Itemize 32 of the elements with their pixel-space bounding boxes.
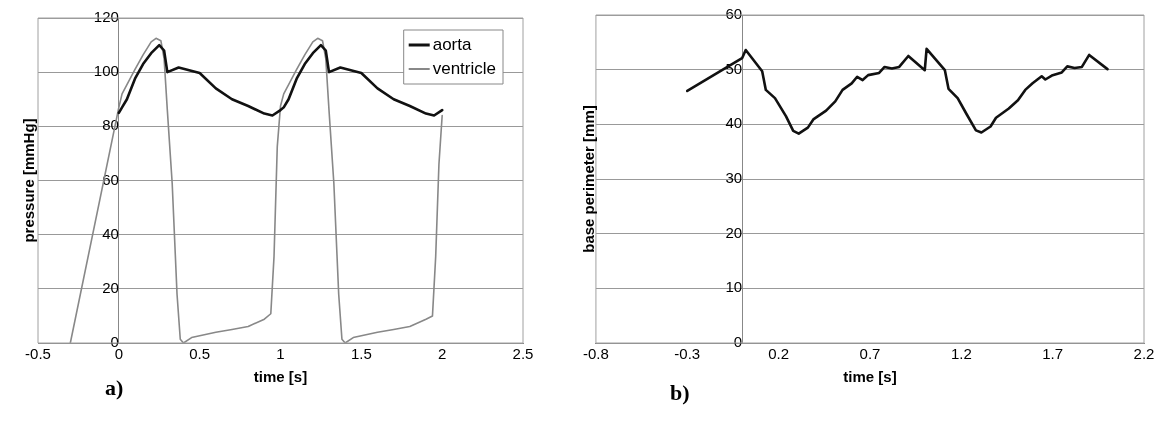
x-tick-label: -0.8 bbox=[582, 345, 609, 363]
y-axis-title: base perimeter [mm] bbox=[580, 105, 598, 253]
x-tick-label: 1.7 bbox=[1042, 345, 1064, 363]
text: a) bbox=[105, 375, 124, 400]
x-axis-title: time [s] bbox=[843, 368, 897, 386]
y-tick-label: 60 bbox=[725, 5, 743, 23]
y-tick-label: 40 bbox=[102, 224, 119, 242]
x-tick-label: 0.7 bbox=[859, 345, 881, 363]
x-tick-label: 1.5 bbox=[350, 345, 372, 363]
x-axis-title: time [s] bbox=[253, 368, 308, 386]
y-tick-label: 10 bbox=[725, 278, 743, 296]
x-tick-label: -0.3 bbox=[674, 345, 701, 363]
text: b) bbox=[670, 380, 690, 405]
y-axis-title: pressure [mmHg] bbox=[20, 118, 38, 243]
legend-label: ventricle bbox=[432, 58, 497, 78]
y-tick-label: 20 bbox=[725, 223, 743, 241]
y-tick-label: 30 bbox=[725, 169, 743, 187]
legend-label: aorta bbox=[432, 34, 472, 54]
y-tick-label: 0 bbox=[733, 333, 743, 351]
x-tick-label: 2.5 bbox=[512, 345, 534, 363]
x-tick-label: -0.5 bbox=[25, 345, 51, 363]
y-tick-label: 80 bbox=[102, 116, 119, 134]
x-tick-label: 1.2 bbox=[950, 345, 972, 363]
y-tick-label: 100 bbox=[93, 62, 119, 80]
x-tick-label: 2.2 bbox=[1133, 345, 1155, 363]
y-tick-label: 120 bbox=[93, 8, 119, 26]
x-tick-label: 1 bbox=[276, 345, 285, 363]
y-tick-label: 20 bbox=[102, 278, 119, 296]
x-tick-label: 2 bbox=[437, 345, 447, 363]
y-tick-label: 40 bbox=[725, 114, 743, 132]
x-tick-label: 0.2 bbox=[768, 345, 790, 363]
x-tick-label: 0.5 bbox=[189, 345, 211, 363]
